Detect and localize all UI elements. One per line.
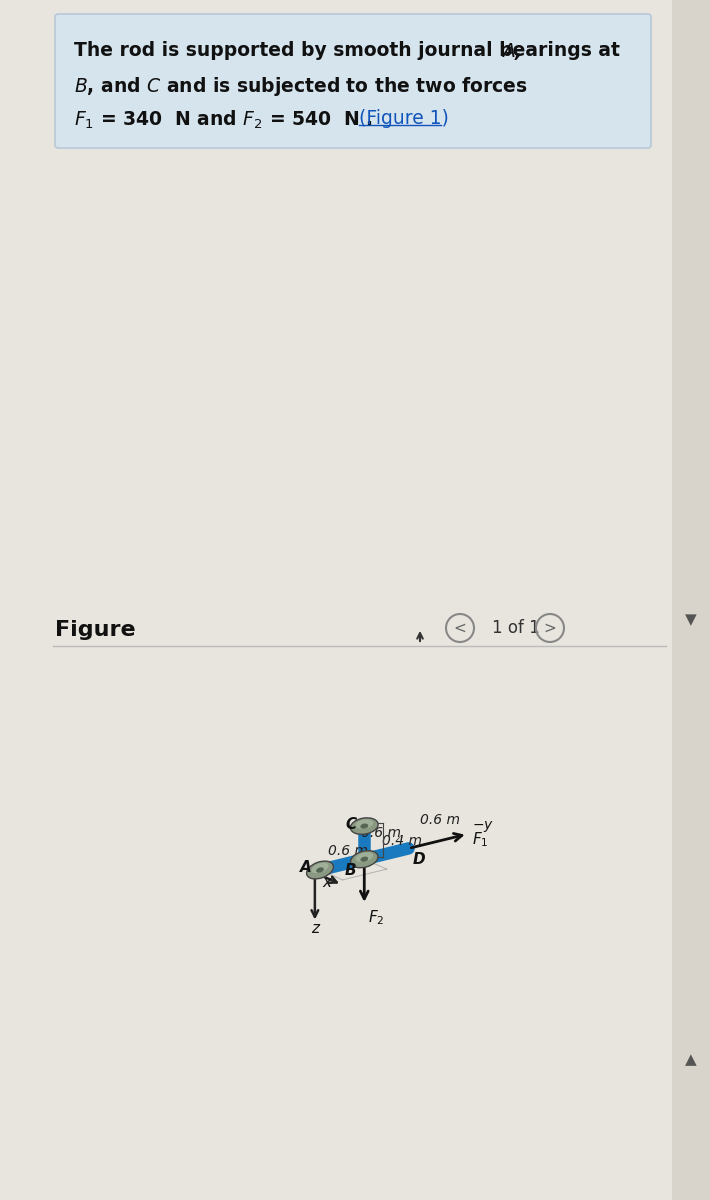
Ellipse shape bbox=[351, 818, 378, 834]
Text: 0.4 m: 0.4 m bbox=[382, 834, 422, 847]
Ellipse shape bbox=[356, 820, 373, 829]
Text: $-y$: $-y$ bbox=[471, 818, 493, 834]
Ellipse shape bbox=[316, 868, 324, 872]
FancyBboxPatch shape bbox=[55, 14, 651, 148]
Text: $F_1$: $F_1$ bbox=[471, 830, 488, 850]
Text: C: C bbox=[345, 816, 356, 832]
Text: ▲: ▲ bbox=[685, 1052, 697, 1068]
Ellipse shape bbox=[351, 851, 378, 868]
Text: A: A bbox=[300, 860, 312, 876]
Text: 1 of 1: 1 of 1 bbox=[492, 619, 540, 637]
Text: $A$,: $A$, bbox=[501, 41, 522, 62]
Ellipse shape bbox=[307, 862, 334, 878]
Text: 0.6 m: 0.6 m bbox=[420, 814, 460, 827]
Text: <: < bbox=[454, 620, 466, 636]
Text: >: > bbox=[544, 620, 557, 636]
Bar bbox=[672, 0, 710, 1200]
Text: x: x bbox=[323, 875, 332, 890]
Ellipse shape bbox=[312, 863, 329, 874]
Text: $B$, and $C$ and is subjected to the two forces: $B$, and $C$ and is subjected to the two… bbox=[74, 74, 528, 98]
Text: The rod is supported by smooth journal bearings at: The rod is supported by smooth journal b… bbox=[74, 41, 626, 60]
Text: z: z bbox=[311, 922, 319, 936]
Text: B: B bbox=[344, 863, 356, 878]
Ellipse shape bbox=[356, 852, 373, 862]
Text: ▼: ▼ bbox=[685, 612, 697, 628]
Text: $F_2$: $F_2$ bbox=[368, 908, 385, 928]
Text: 0.6 m: 0.6 m bbox=[329, 844, 368, 858]
Text: D: D bbox=[413, 852, 425, 868]
Text: (Figure 1): (Figure 1) bbox=[359, 109, 449, 128]
Text: $F_1$ = 340  N and $F_2$ = 540  N .: $F_1$ = 340 N and $F_2$ = 540 N . bbox=[74, 109, 375, 131]
Ellipse shape bbox=[360, 823, 368, 829]
Text: Figure: Figure bbox=[55, 620, 136, 640]
Text: 0.6 m: 0.6 m bbox=[361, 826, 401, 840]
Ellipse shape bbox=[361, 857, 368, 862]
